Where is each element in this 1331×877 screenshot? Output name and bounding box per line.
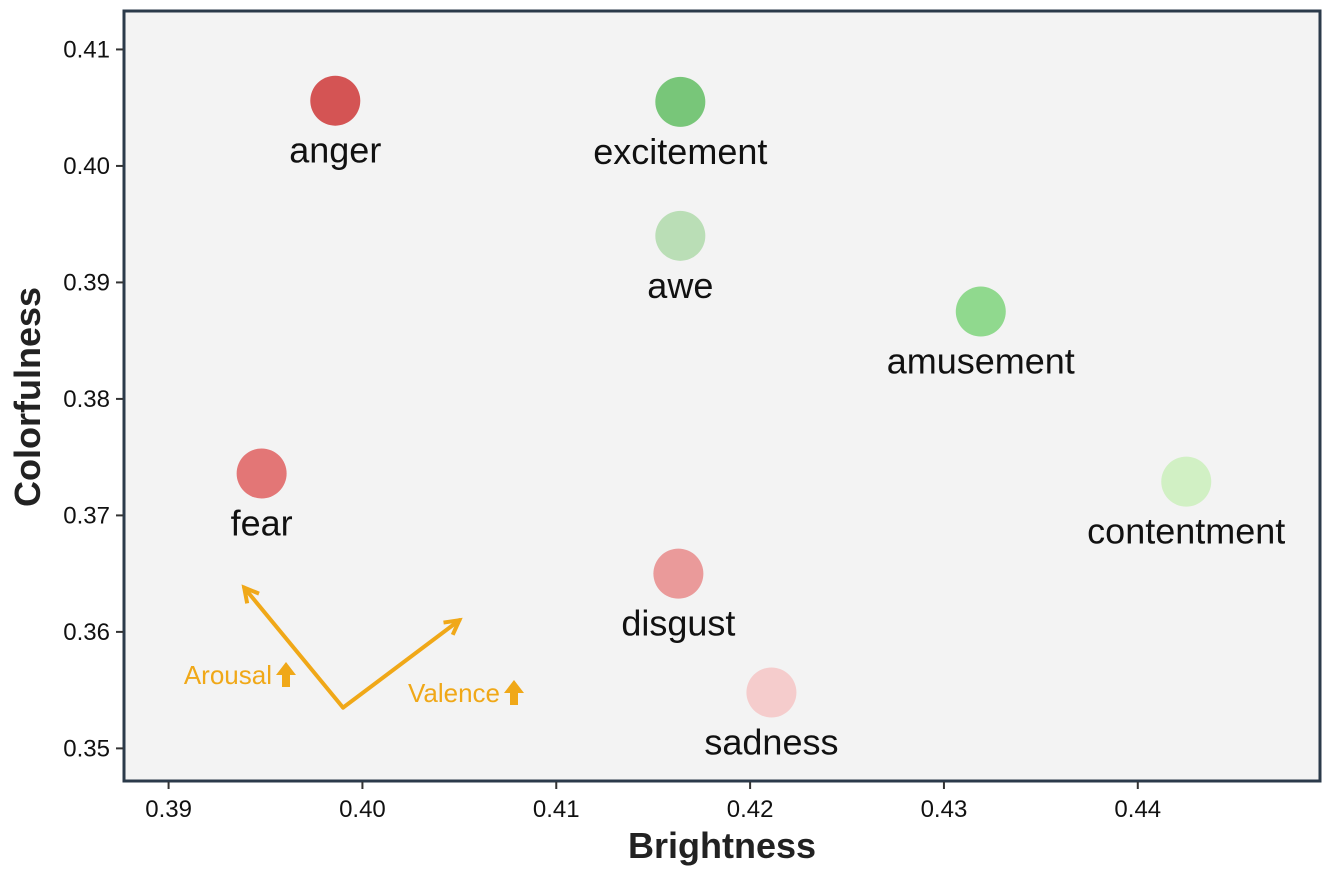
point-label-awe: awe (647, 265, 713, 306)
arrow-label-valence: Valence (408, 678, 500, 708)
up-arrow-icon (504, 680, 524, 705)
data-points: anger excitement awe amusement fear contentme… (231, 75, 1285, 762)
y-tick-label: 0.36 (63, 619, 110, 646)
arrow-arousal (242, 585, 346, 710)
y-tick-label: 0.38 (63, 386, 110, 413)
point-label-sadness: sadness (704, 721, 838, 762)
point-anger (310, 75, 361, 126)
up-arrow-icon (276, 662, 296, 687)
x-tick-label: 0.42 (727, 796, 774, 823)
point-awe (655, 210, 706, 261)
y-tick-label: 0.37 (63, 502, 110, 529)
x-axis: 0.39 0.40 0.41 0.42 0.43 0.44 (145, 782, 1161, 823)
x-tick-label: 0.43 (921, 796, 968, 823)
y-tick-label: 0.41 (63, 36, 110, 63)
x-tick-label: 0.40 (339, 796, 386, 823)
point-label-amusement: amusement (887, 341, 1075, 382)
y-tick-label: 0.40 (63, 153, 110, 180)
point-contentment (1161, 456, 1212, 507)
point-label-disgust: disgust (621, 603, 735, 644)
point-label-excitement: excitement (593, 131, 767, 172)
x-tick-label: 0.41 (533, 796, 580, 823)
plot-background (122, 9, 1322, 783)
y-axis-title: Colorfulness (7, 287, 48, 507)
x-axis-title: Brightness (628, 825, 816, 866)
arrow-head-valence (443, 617, 463, 636)
point-amusement (955, 286, 1006, 337)
arrow-head-arousal (241, 584, 260, 604)
arrow-label-arousal: Arousal (184, 660, 272, 690)
y-tick-label: 0.39 (63, 269, 110, 296)
arrow-valence (341, 618, 462, 710)
x-tick-label: 0.44 (1114, 796, 1161, 823)
point-label-fear: fear (231, 502, 293, 543)
point-fear (236, 448, 287, 499)
y-axis: 0.35 0.36 0.37 0.38 0.39 0.40 0.41 (63, 36, 123, 762)
point-label-contentment: contentment (1087, 511, 1285, 552)
y-tick-label: 0.35 (63, 735, 110, 762)
point-sadness (746, 667, 797, 718)
point-disgust (653, 548, 704, 599)
x-tick-label: 0.39 (145, 796, 192, 823)
point-label-anger: anger (289, 130, 381, 171)
point-excitement (655, 76, 706, 127)
direction-arrows: Arousal Valence (184, 584, 524, 710)
